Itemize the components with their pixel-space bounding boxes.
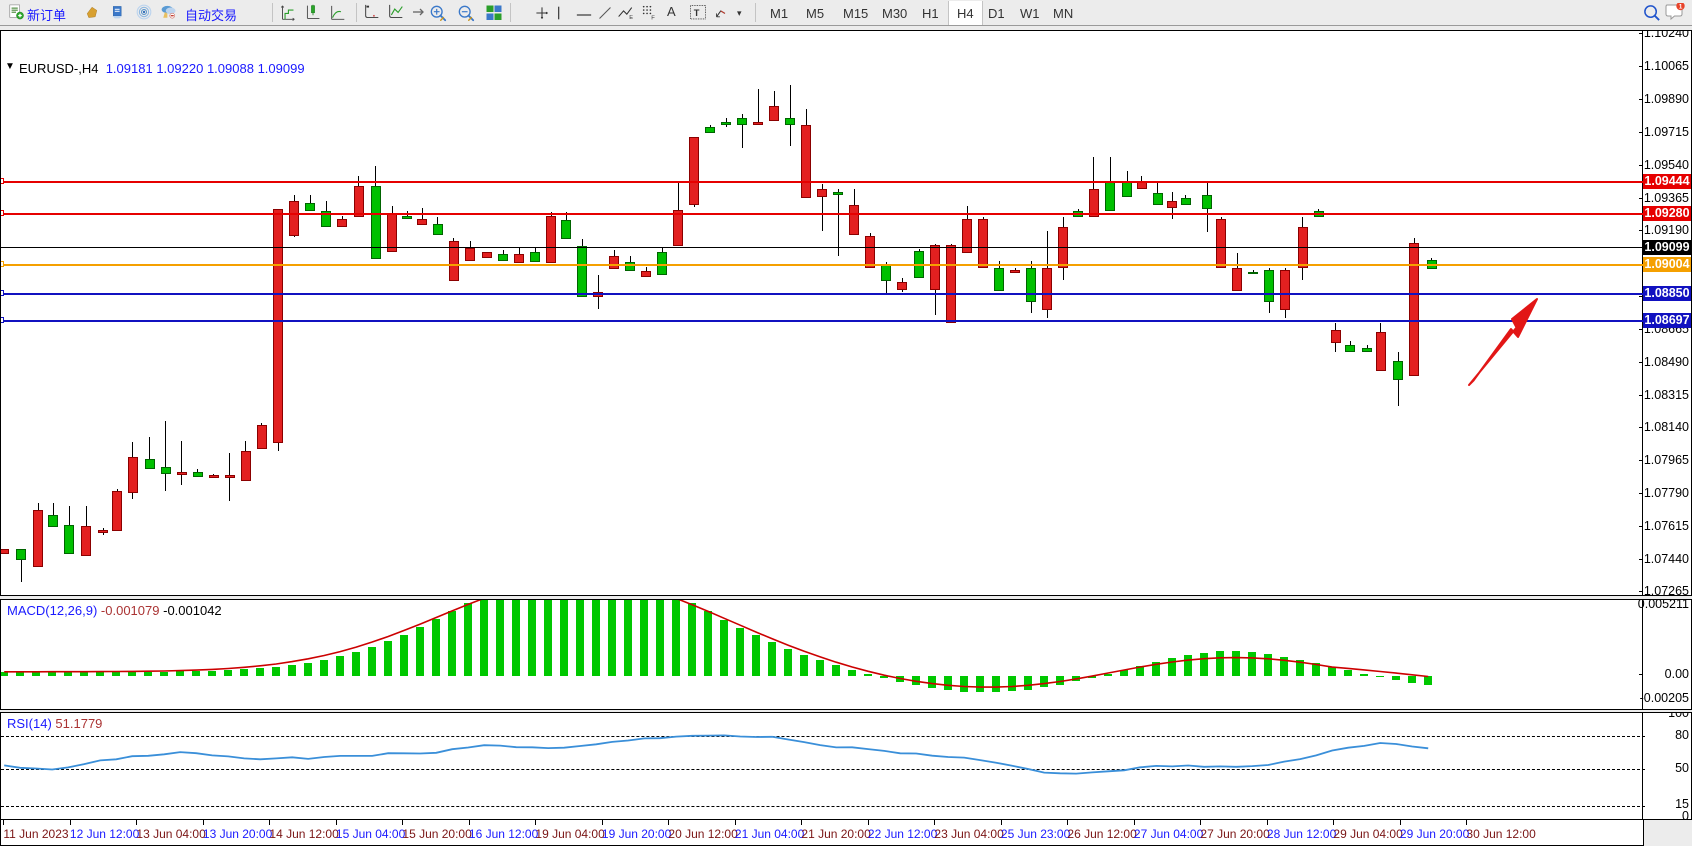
svg-text:E: E	[629, 15, 633, 21]
svg-text:1: 1	[1679, 4, 1683, 11]
svg-text:T: T	[694, 8, 700, 18]
svg-text:F: F	[651, 15, 655, 21]
